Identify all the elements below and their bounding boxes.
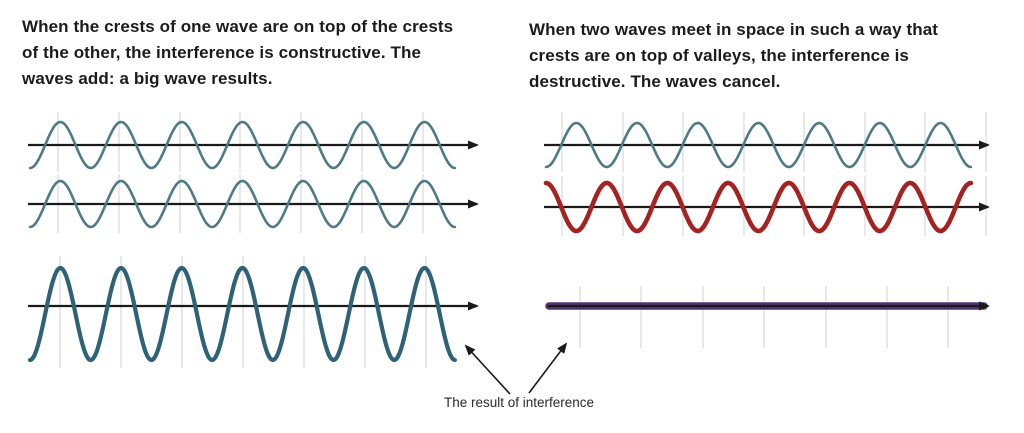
constructive-caption-line-2: of the other, the interference is constr…	[22, 43, 422, 62]
constructive-caption-line-1: When the crests of one wave are on top o…	[22, 17, 454, 36]
left-wave-1-curve	[28, 120, 457, 170]
right-wave-1	[544, 112, 990, 172]
constructive-caption-line-3: waves add: a big wave results.	[22, 69, 273, 88]
left-wave-2-curve	[28, 179, 457, 229]
left-result-wave-curve	[27, 265, 457, 363]
destructive-caption: When two waves meet in space in such a w…	[529, 17, 1009, 95]
result-label: The result of interference	[443, 395, 595, 410]
right-wave-1-curve	[544, 121, 973, 169]
result-pointer-arrow-2	[528, 342, 568, 394]
destructive-caption-line-1: When two waves meet in space in such a w…	[529, 20, 939, 39]
left-wave-1	[28, 112, 479, 172]
left-result-wave	[27, 256, 479, 368]
result-pointer-arrow-1	[464, 344, 511, 395]
destructive-caption-line-3: destructive. The waves cancel.	[529, 72, 781, 91]
destructive-caption-line-2: crests are on top of valleys, the interf…	[529, 46, 909, 65]
right-wave-2-inverted	[543, 176, 990, 236]
right-wave-2-inverted-curve	[543, 180, 974, 234]
left-wave-2	[28, 174, 479, 233]
constructive-caption: When the crests of one wave are on top o…	[22, 14, 522, 92]
right-result-flat-line	[545, 286, 990, 348]
